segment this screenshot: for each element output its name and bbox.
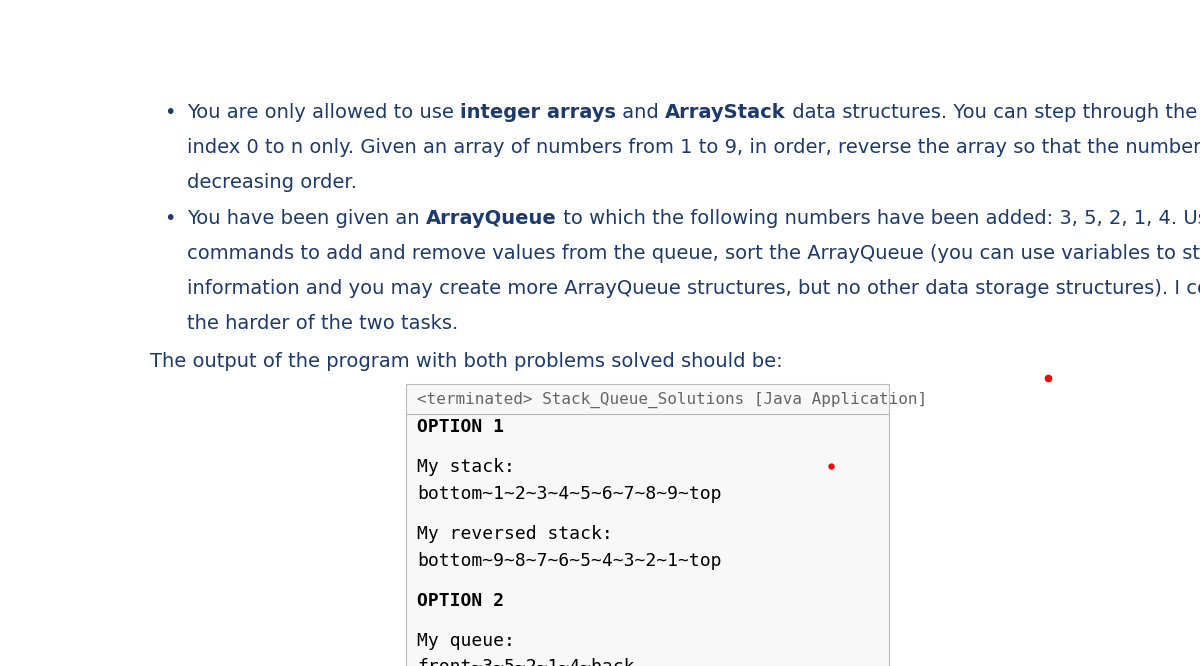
Text: front~3~5~2~1~4~back: front~3~5~2~1~4~back — [416, 658, 635, 666]
Text: to which the following numbers have been added: 3, 5, 2, 1, 4. Using only the: to which the following numbers have been… — [557, 209, 1200, 228]
Text: commands to add and remove values from the queue, sort the ArrayQueue (you can u: commands to add and remove values from t… — [187, 244, 1200, 263]
Text: The output of the program with both problems solved should be:: The output of the program with both prob… — [150, 352, 782, 372]
Text: decreasing order.: decreasing order. — [187, 172, 358, 192]
Text: bottom~9~8~7~6~5~4~3~2~1~top: bottom~9~8~7~6~5~4~3~2~1~top — [416, 551, 721, 569]
Text: index 0 to n only. Given an array of numbers from 1 to 9, in order, reverse the : index 0 to n only. Given an array of num… — [187, 138, 1200, 157]
Text: ArrayStack: ArrayStack — [665, 103, 786, 122]
FancyBboxPatch shape — [406, 384, 889, 666]
Text: OPTION 2: OPTION 2 — [416, 591, 504, 609]
Text: integer arrays: integer arrays — [461, 103, 617, 122]
Text: OPTION 1: OPTION 1 — [416, 418, 504, 436]
Text: data structures. You can step through the array from: data structures. You can step through th… — [786, 103, 1200, 122]
Text: and: and — [617, 103, 665, 122]
Text: You are only allowed to use: You are only allowed to use — [187, 103, 461, 122]
Text: the harder of the two tasks.: the harder of the two tasks. — [187, 314, 458, 333]
Text: My reversed stack:: My reversed stack: — [416, 525, 613, 543]
Text: ArrayQueue: ArrayQueue — [426, 209, 557, 228]
Text: •: • — [164, 103, 175, 122]
Text: My queue:: My queue: — [416, 631, 515, 649]
Text: bottom~1~2~3~4~5~6~7~8~9~top: bottom~1~2~3~4~5~6~7~8~9~top — [416, 485, 721, 503]
Text: You have been given an: You have been given an — [187, 209, 426, 228]
Text: •: • — [164, 209, 175, 228]
Text: <terminated> Stack_Queue_Solutions [Java Application]: <terminated> Stack_Queue_Solutions [Java… — [416, 392, 928, 408]
Text: information and you may create more ArrayQueue structures, but no other data sto: information and you may create more Arra… — [187, 279, 1200, 298]
Text: My stack:: My stack: — [416, 458, 515, 476]
